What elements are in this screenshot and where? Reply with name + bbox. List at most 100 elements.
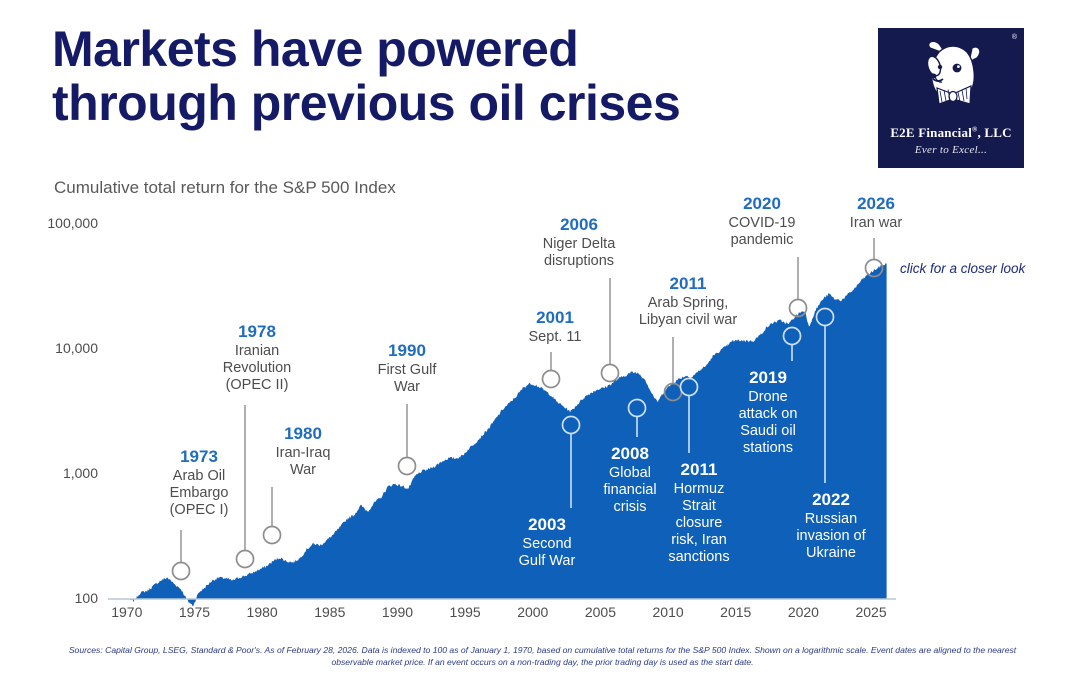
- x-axis-tick-label: 2000: [517, 604, 549, 620]
- annotation-marker[interactable]: [627, 398, 647, 418]
- annotation-year: 2008: [611, 444, 649, 463]
- annotation-marker[interactable]: [600, 363, 620, 383]
- annotation-text-line: Arab Spring,: [647, 294, 729, 311]
- y-axis-tick-label: 1,000: [62, 465, 98, 481]
- annotation-text-line: Drone: [748, 388, 788, 405]
- annotation-text-line: First Gulf: [377, 361, 437, 378]
- annotation-text-line: Revolution: [222, 359, 292, 376]
- annotation-marker[interactable]: [262, 525, 282, 545]
- annotation-text-line: Libyan civil war: [638, 311, 738, 328]
- annotation-text-line: stations: [743, 439, 793, 456]
- annotation-label-2026[interactable]: 2026 Iran war: [821, 194, 931, 232]
- footnote-line-2: are aligned to the nearest observable ma…: [331, 645, 1017, 668]
- x-axis-tick-label: 2020: [787, 604, 819, 620]
- annotation-text-line: COVID-19: [728, 214, 796, 231]
- closer-look-hint[interactable]: click for a closer look: [900, 261, 1026, 276]
- annotation-year: 2003: [528, 515, 566, 534]
- annotation-text-line: Hormuz: [673, 480, 725, 497]
- annotation-year: 2001: [536, 308, 574, 327]
- annotation-text-line: financial: [603, 481, 657, 498]
- annotation-text-line: Global: [609, 464, 651, 481]
- annotation-label-2022[interactable]: 2022 Russian invasion of Ukraine: [772, 490, 890, 562]
- annotation-marker[interactable]: [782, 326, 802, 346]
- annotation-text-line: closure: [675, 514, 723, 531]
- annotation-year: 1980: [284, 424, 322, 443]
- annotation-year: 2022: [812, 490, 850, 509]
- x-axis-tick-label: 1970: [111, 604, 143, 620]
- annotation-marker[interactable]: [397, 456, 417, 476]
- annotation-marker[interactable]: [864, 258, 884, 278]
- annotation-text-line: attack on: [738, 405, 798, 422]
- annotation-text-line: invasion of: [796, 527, 866, 544]
- annotation-marker[interactable]: [561, 415, 581, 435]
- annotation-text-line: sanctions: [668, 548, 730, 565]
- logo-brand-suffix: , LLC: [977, 125, 1012, 140]
- annotation-marker[interactable]: [815, 307, 835, 327]
- annotation-text-line: Sept. 11: [528, 328, 582, 345]
- title-line-1: Markets have powered: [52, 21, 579, 77]
- annotation-text-line: Iranian: [234, 342, 280, 359]
- annotation-label-1978[interactable]: 1978 Iranian Revolution (OPEC II): [191, 322, 323, 394]
- dog-with-bowtie-icon: [909, 36, 993, 123]
- annotation-marker[interactable]: [541, 369, 561, 389]
- annotation-text-line: Ukraine: [806, 544, 856, 561]
- annotation-text-line: pandemic: [730, 231, 794, 248]
- annotation-marker[interactable]: [788, 298, 808, 318]
- x-axis-tick-label: 1995: [449, 604, 481, 620]
- annotation-text-line: Gulf War: [518, 552, 576, 569]
- annotation-year: 2026: [857, 194, 895, 213]
- x-axis-tick-label: 2010: [652, 604, 684, 620]
- logo-brand-reg-icon: ®: [972, 125, 978, 134]
- page-title: Markets have powered through previous oi…: [52, 22, 852, 130]
- annotation-year: 2011: [669, 274, 707, 293]
- annotation-label-2011[interactable]: 2011 Hormuz Strait closure risk, Iran sanctio…: [644, 460, 754, 566]
- registered-mark-icon: ®: [1011, 34, 1017, 41]
- annotation-label-2020[interactable]: 2020 COVID-19 pandemic: [706, 194, 818, 249]
- annotation-marker[interactable]: [679, 377, 699, 397]
- annotation-label-2011[interactable]: 2011 Arab Spring, Libyan civil war: [608, 274, 768, 329]
- annotation-text-line: Niger Delta: [542, 235, 616, 252]
- annotation-label-2008[interactable]: 2008 Global financial crisis: [575, 444, 685, 516]
- x-axis-tick-label: 1990: [381, 604, 414, 620]
- x-axis-tick-label: 2025: [855, 604, 887, 620]
- annotation-label-2006[interactable]: 2006 Niger Delta disruptions: [517, 215, 641, 270]
- annotation-text-line: Saudi oil: [740, 422, 796, 439]
- annotation-label-2003[interactable]: 2003 Second Gulf War: [492, 515, 602, 570]
- annotation-text-line: (OPEC I): [169, 501, 229, 518]
- logo-brand-name: E2E Financial®, LLC: [890, 125, 1011, 141]
- x-axis-tick-label: 1975: [178, 604, 211, 620]
- annotation-text-line: War: [289, 461, 317, 478]
- annotation-label-2019[interactable]: 2019 Drone attack on Saudi oil stations: [713, 368, 823, 457]
- footnote-line-1: Sources: Capital Group, LSEG, Standard &…: [68, 645, 917, 655]
- annotation-marker[interactable]: [235, 549, 255, 569]
- logo-tagline: Ever to Excel...: [914, 144, 988, 156]
- annotation-text-line: War: [393, 378, 421, 395]
- annotation-label-1990[interactable]: 1990 First Gulf War: [352, 341, 462, 396]
- logo-brand-text: E2E Financial: [890, 125, 973, 140]
- annotation-label-1980[interactable]: 1980 Iran-Iraq War: [248, 424, 358, 479]
- annotation-text-line: Embargo: [169, 484, 229, 501]
- y-axis-tick-label: 10,000: [55, 340, 98, 356]
- annotation-text-line: risk, Iran: [671, 531, 727, 548]
- y-axis-tick-label: 100: [74, 590, 98, 606]
- annotation-text-line: Strait: [682, 497, 716, 514]
- company-logo: ®: [878, 28, 1024, 168]
- annotation-year: 2011: [680, 460, 718, 479]
- annotation-year: 1973: [180, 447, 218, 466]
- x-axis-tick-label: 1980: [246, 604, 278, 620]
- x-axis-tick-label: 1985: [314, 604, 346, 620]
- title-line-2: through previous oil crises: [52, 75, 681, 131]
- annotation-label-2001[interactable]: 2001 Sept. 11: [500, 308, 610, 346]
- annotation-text-line: (OPEC II): [225, 376, 289, 393]
- annotation-label-1973[interactable]: 1973 Arab Oil Embargo (OPEC I): [144, 447, 254, 519]
- annotation-year: 1990: [388, 341, 426, 360]
- annotation-marker[interactable]: [171, 561, 191, 581]
- annotation-text-line: Russian: [804, 510, 858, 527]
- annotation-text-line: Iran-Iraq: [275, 444, 331, 461]
- x-axis-tick-label: 2005: [584, 604, 616, 620]
- annotation-text-line: disruptions: [543, 252, 615, 269]
- x-axis-tick-label: 2015: [720, 604, 752, 620]
